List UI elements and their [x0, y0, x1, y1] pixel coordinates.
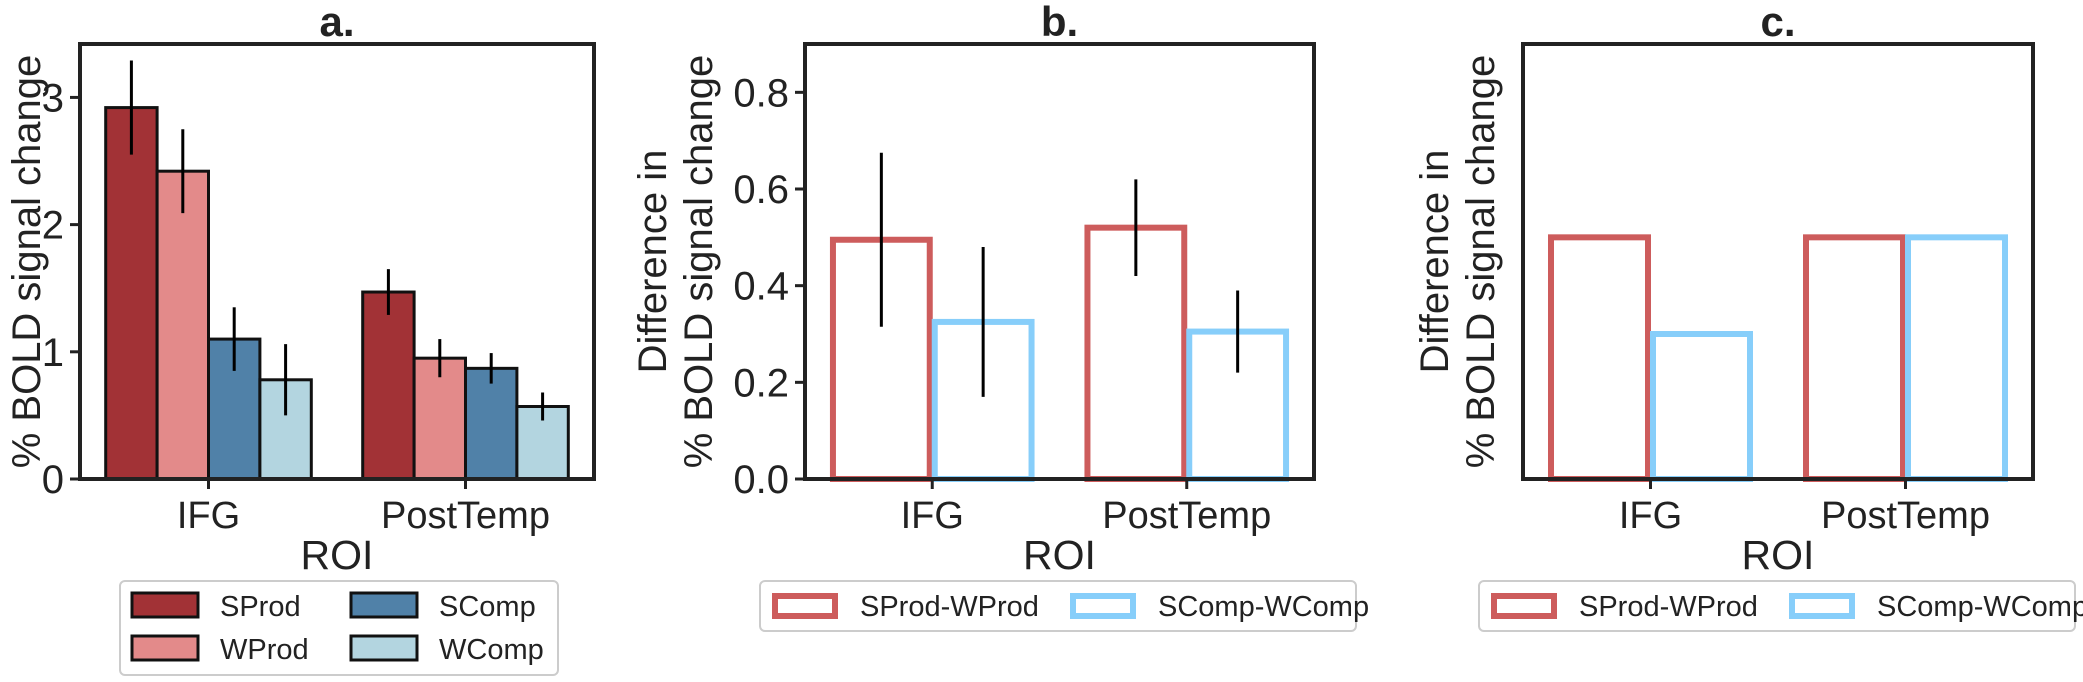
legend-label-sprod-wprod: SProd-WProd [1579, 591, 1758, 623]
legend-frame [759, 580, 1357, 632]
x-axis-label: ROI [1742, 532, 1815, 578]
legend-label-sprod: SProd [220, 591, 301, 623]
bar-wprod-ifg [155, 169, 211, 481]
legend-label-scomp-wcomp: SComp-WComp [1877, 591, 2083, 623]
bar-scomp-wcomp-posttemp [1905, 234, 2008, 482]
x-tick-label: IFG [177, 495, 240, 537]
legend-swatch-sprod [130, 591, 200, 619]
x-tick-label: IFG [1619, 495, 1682, 537]
x-tick-label: IFG [901, 495, 964, 537]
legend: SProd-WProd SComp-WComp [759, 580, 1369, 632]
legend: SProd-WProd SComp-WComp [1478, 580, 2083, 632]
y-axis-label-line: % BOLD signal change [1459, 55, 1503, 469]
legend-swatch-scomp-wcomp [1789, 593, 1855, 619]
bar-sprod-wprod-posttemp [1803, 234, 1906, 482]
y-tick-label: 3 [42, 76, 64, 120]
bar-sprod-ifg [104, 106, 159, 481]
legend-label-wcomp: WComp [439, 634, 544, 666]
legend-swatch-sprod-wprod [772, 593, 838, 619]
bar-scomp-posttemp [464, 366, 519, 481]
legend-label-sprod-wprod: SProd-WProd [860, 591, 1039, 623]
bar-wprod-posttemp [412, 356, 468, 481]
y-axis-label: % BOLD signal change [5, 55, 49, 469]
legend-swatch-scomp [349, 591, 419, 619]
legend-frame [119, 580, 559, 676]
legend-swatch-wprod [130, 634, 200, 662]
panel-label: c. [1760, 0, 1795, 45]
legend-swatch-wcomp [349, 634, 419, 662]
plot-frame [803, 42, 1316, 481]
y-tick-label: 0.8 [733, 71, 789, 115]
bar-sprod-posttemp [361, 290, 416, 481]
bar-scomp-wcomp-ifg [1650, 331, 1753, 482]
y-tick-label: 0.2 [733, 361, 789, 405]
legend: SProd WProd SComp WComp [119, 580, 559, 676]
panel-label: a. [319, 0, 354, 45]
legend-label-scomp: SComp [439, 591, 536, 623]
plot-frame [78, 42, 596, 481]
panel-label: b. [1041, 0, 1078, 45]
legend-swatch-scomp-wcomp [1070, 593, 1136, 619]
legend-label-scomp-wcomp: SComp-WComp [1158, 591, 1369, 623]
x-tick-label: PostTemp [381, 495, 550, 537]
legend-frame [1478, 580, 2076, 632]
x-tick-label: PostTemp [1102, 495, 1271, 537]
y-axis-label-line: Difference in [631, 150, 675, 374]
y-tick-label: 0 [42, 458, 64, 502]
legend-swatch-sprod-wprod [1491, 593, 1557, 619]
y-axis-label-line: % BOLD signal change [677, 55, 721, 469]
x-axis-label: ROI [301, 532, 374, 578]
y-tick-label: 0.0 [733, 458, 789, 502]
y-axis-label-line: Difference in [1413, 150, 1457, 374]
plot-frame [1521, 42, 2035, 481]
y-tick-label: 2 [42, 204, 64, 248]
x-axis-label: ROI [1023, 532, 1096, 578]
y-tick-label: 0.4 [733, 265, 789, 309]
x-tick-label: PostTemp [1821, 495, 1990, 537]
bar-sprod-wprod-ifg [1548, 234, 1651, 482]
legend-label-wprod: WProd [220, 634, 309, 666]
y-tick-label: 1 [42, 331, 64, 375]
y-tick-label: 0.6 [733, 168, 789, 212]
